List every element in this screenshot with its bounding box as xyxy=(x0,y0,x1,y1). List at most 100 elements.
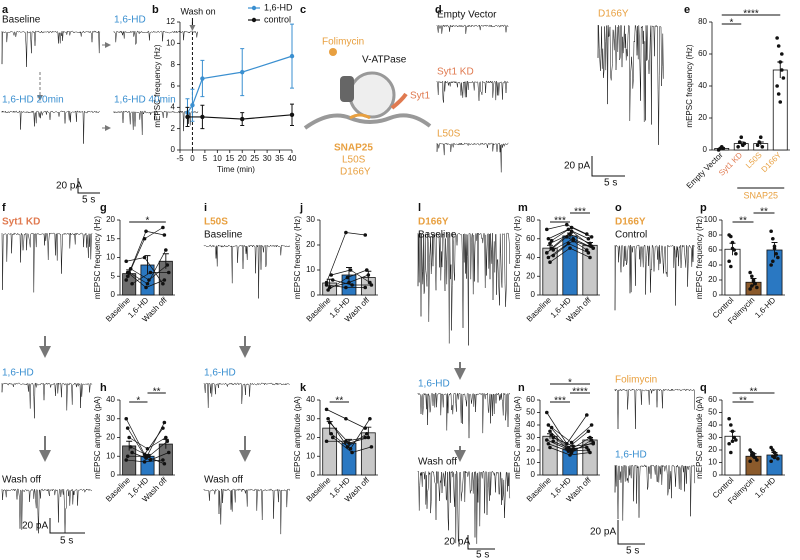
point xyxy=(200,76,205,81)
y-tick-label: 0 xyxy=(713,470,718,479)
data-point xyxy=(124,259,129,264)
panel-letter: m xyxy=(518,202,528,214)
trace xyxy=(113,110,199,135)
data-point xyxy=(729,450,733,455)
data-point xyxy=(727,259,731,264)
data-point xyxy=(144,454,148,459)
data-point xyxy=(345,445,350,449)
data-point xyxy=(344,285,348,290)
error-bar xyxy=(567,232,573,239)
y-tick-label: 60 xyxy=(708,245,717,254)
pair-line xyxy=(569,247,591,258)
panel-letter: a xyxy=(2,4,9,16)
data-point xyxy=(729,264,733,269)
data-point xyxy=(591,246,595,250)
panel-letter: b xyxy=(152,4,159,16)
trace xyxy=(417,232,511,346)
legend-label: 1,6-HD xyxy=(264,2,293,12)
label: Folimycin xyxy=(615,375,657,386)
data-point xyxy=(742,141,747,146)
label: 5 s xyxy=(604,178,617,189)
pair-line xyxy=(553,238,574,251)
data-point xyxy=(329,273,334,277)
pair-line xyxy=(130,268,150,281)
x-tick-label: 15 xyxy=(225,154,234,163)
y-tick-label: 20 xyxy=(306,433,315,442)
data-point xyxy=(727,416,731,421)
y-tick-label: 20 xyxy=(698,113,707,122)
x-tick-label: D166Y xyxy=(759,150,783,174)
data-point xyxy=(776,92,781,96)
y-tick-label: 20 xyxy=(708,445,717,454)
data-point xyxy=(591,440,595,445)
data-point xyxy=(124,278,129,282)
data-point xyxy=(127,435,131,440)
y-tick-label: 30 xyxy=(306,414,315,423)
pair-line xyxy=(331,269,351,276)
error-bar xyxy=(718,147,725,150)
y-tick-label: 20 xyxy=(526,445,535,454)
data-point xyxy=(324,280,329,285)
data-point xyxy=(551,253,555,258)
data-point xyxy=(364,431,369,436)
data-point xyxy=(363,233,368,237)
data-point xyxy=(760,145,765,149)
label: 5 s xyxy=(626,546,639,557)
data-point xyxy=(551,248,555,252)
point xyxy=(289,53,295,59)
legend-marker xyxy=(251,17,257,23)
pair-line xyxy=(147,249,167,284)
y-tick-label: 100 xyxy=(704,215,718,224)
error-bar xyxy=(162,438,169,449)
error-bar xyxy=(738,141,745,146)
data-point xyxy=(348,268,353,272)
panel-letter: d xyxy=(435,4,442,16)
pair-line xyxy=(127,272,147,288)
y-tick-label: 10 xyxy=(306,265,315,274)
data-point xyxy=(568,453,572,457)
pair-line xyxy=(551,427,572,443)
sig-label: *** xyxy=(554,396,566,407)
y-tick-label: 30 xyxy=(708,433,717,442)
label: 1,6-HD xyxy=(114,15,146,26)
data-point xyxy=(739,135,744,139)
pair-line xyxy=(569,233,591,244)
error-bar xyxy=(729,430,736,442)
data-point xyxy=(166,450,171,455)
error-bar xyxy=(547,244,553,251)
label: 1,6-HD 20min xyxy=(2,95,64,106)
pair-line xyxy=(350,418,371,449)
pair-line xyxy=(348,274,369,283)
data-point xyxy=(769,263,773,267)
data-point xyxy=(771,236,775,241)
trace xyxy=(614,388,696,430)
data-point xyxy=(586,429,591,434)
label: Syt1 KD xyxy=(437,67,474,78)
error-bar xyxy=(326,421,333,435)
data-point xyxy=(130,450,134,455)
label: 20 pA xyxy=(564,161,590,172)
point xyxy=(190,103,195,108)
error-bar xyxy=(750,453,757,459)
x-axis-label: Time (min) xyxy=(217,165,255,174)
label: V-ATPase xyxy=(362,55,407,66)
pair-line xyxy=(150,452,169,461)
data-point xyxy=(750,274,754,279)
y-tick-label: 10 xyxy=(166,38,175,47)
y-axis-label: mEPSC amplitude (pA) xyxy=(93,396,102,479)
data-point xyxy=(748,459,752,464)
data-point xyxy=(161,225,165,230)
x-tick-label: 20 xyxy=(238,154,247,163)
panel-letter: j xyxy=(299,202,303,214)
x-tick-label: Baseline xyxy=(305,475,333,503)
data-point xyxy=(324,283,329,287)
data-point xyxy=(344,439,348,444)
data-point xyxy=(551,435,555,440)
data-point xyxy=(585,413,589,417)
data-point xyxy=(753,281,757,286)
error-bar xyxy=(126,269,133,278)
data-point xyxy=(125,270,130,275)
pair-line xyxy=(144,459,163,463)
pair-line xyxy=(573,443,594,447)
error-bar xyxy=(365,426,372,439)
